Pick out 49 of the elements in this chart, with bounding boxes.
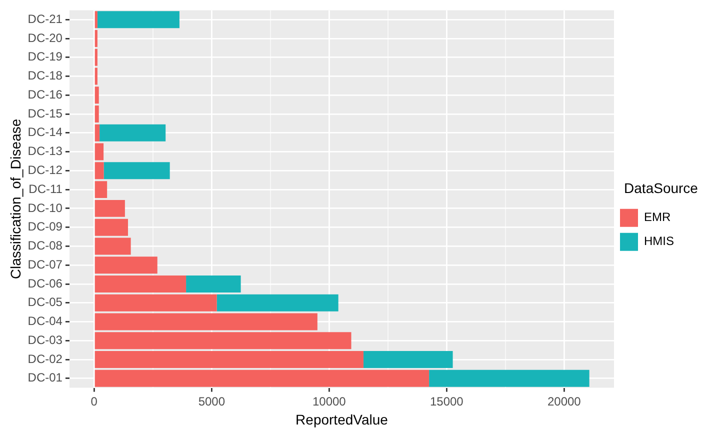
bar <box>94 370 430 387</box>
bar <box>94 106 99 123</box>
bar <box>94 332 352 350</box>
bar <box>94 30 98 48</box>
y-tick-label: DC-02 <box>28 352 63 366</box>
y-tick-label: DC-13 <box>28 144 63 158</box>
bar <box>94 181 108 198</box>
bar <box>216 294 338 312</box>
bar <box>94 124 100 142</box>
y-tick-label: DC-10 <box>28 200 63 215</box>
y-tick-label: DC-15 <box>28 106 63 120</box>
y-tick-label: DC-21 <box>28 12 63 26</box>
bar <box>100 124 166 142</box>
y-tick-label: DC-16 <box>28 87 63 102</box>
x-tick-label: 5000 <box>198 394 226 408</box>
bar <box>94 48 98 66</box>
x-tick-label: 10000 <box>312 394 346 408</box>
bar <box>97 11 180 28</box>
legend-title: DataSource <box>624 180 698 196</box>
y-tick-label: DC-05 <box>28 295 63 310</box>
y-tick-label: DC-18 <box>28 68 63 83</box>
y-tick-label: DC-08 <box>28 238 63 253</box>
y-tick-label: DC-06 <box>28 276 63 290</box>
y-tick-label: DC-09 <box>28 220 63 234</box>
y-tick-label: DC-12 <box>28 162 63 177</box>
legend-label: EMR <box>644 210 695 224</box>
x-tick-label: 15000 <box>430 394 464 408</box>
bar <box>94 275 186 292</box>
legend-label: HMIS <box>644 234 698 248</box>
x-axis-title: ReportedValue <box>296 411 388 428</box>
y-tick-label: DC-04 <box>28 314 63 328</box>
bar <box>104 162 170 180</box>
x-tick-label: 20000 <box>547 394 582 408</box>
y-tick-label: DC-01 <box>28 370 63 385</box>
bar <box>186 275 241 292</box>
y-tick-label: DC-11 <box>28 182 63 196</box>
x-tick-label: 0 <box>90 394 98 408</box>
y-tick-label: DC-14 <box>28 125 63 140</box>
bar <box>429 370 590 387</box>
y-tick-label: DC-07 <box>28 257 63 272</box>
y-tick-label: DC-03 <box>28 332 63 347</box>
bar <box>94 350 364 368</box>
y-tick-label: DC-20 <box>28 30 63 45</box>
y-tick-label: DC-19 <box>28 50 63 64</box>
bar <box>94 256 158 274</box>
y-axis-title: Classification_of_Disease <box>7 118 24 280</box>
bar <box>363 350 453 368</box>
bar <box>94 200 125 217</box>
bar <box>94 11 98 28</box>
